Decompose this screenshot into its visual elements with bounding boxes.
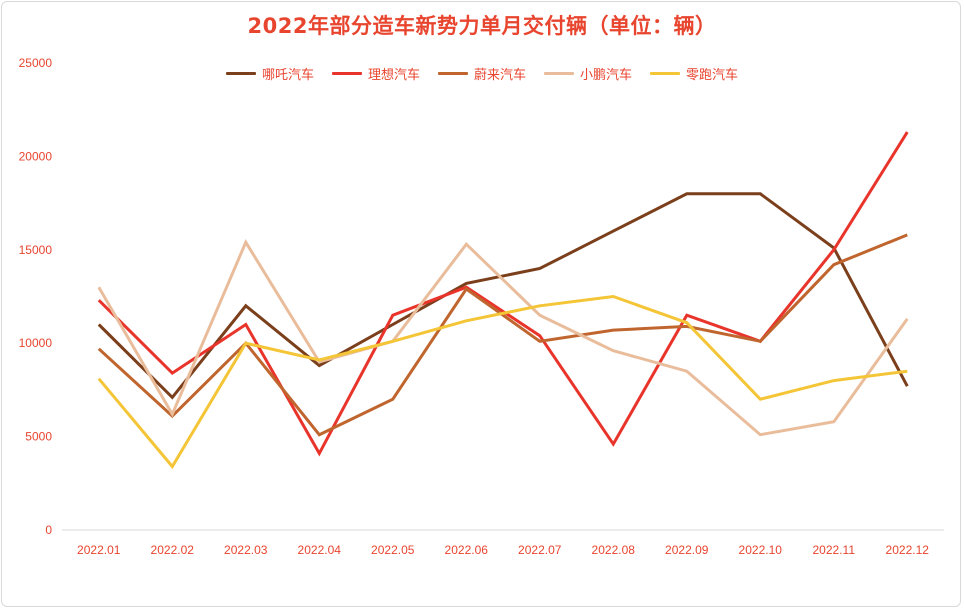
x-tick-label: 2022.01 — [77, 543, 121, 557]
legend-item-1: 理想汽车 — [331, 64, 420, 83]
x-tick-label: 2022.07 — [518, 543, 562, 557]
x-tick-label: 2022.04 — [298, 543, 342, 557]
x-tick-label: 2022.12 — [886, 543, 930, 557]
x-tick-label: 2022.08 — [592, 543, 636, 557]
x-tick-label: 2022.03 — [224, 543, 268, 557]
x-tick-label: 2022.11 — [813, 543, 856, 557]
series-line-3 — [97, 239, 909, 437]
series-line-4 — [97, 294, 908, 470]
chart-legend: 哪吒汽车 理想汽车 蔚来汽车 小鹏汽车 零跑汽车 — [0, 64, 964, 83]
series-line-2 — [97, 233, 908, 437]
y-tick-label: 15000 — [19, 243, 53, 257]
legend-item-2: 蔚来汽车 — [437, 64, 526, 83]
legend-label: 哪吒汽车 — [261, 68, 314, 83]
legend-swatch — [437, 72, 468, 75]
x-tick-label: 2022.09 — [665, 543, 709, 557]
y-tick-label: 5000 — [25, 430, 52, 444]
series-line-1 — [97, 131, 909, 457]
series-line-0 — [97, 192, 909, 400]
legend-swatch — [331, 72, 362, 75]
y-tick-label: 0 — [45, 523, 52, 537]
y-tick-label: 25000 — [19, 56, 53, 70]
y-tick-label: 10000 — [19, 336, 53, 350]
x-tick-label: 2022.02 — [151, 543, 195, 557]
x-tick-label: 2022.10 — [739, 543, 783, 557]
x-tick-label: 2022.06 — [445, 543, 489, 557]
legend-swatch — [650, 72, 681, 75]
legend-label: 蔚来汽车 — [473, 68, 526, 83]
legend-swatch — [544, 72, 574, 75]
legend-label: 零跑汽车 — [686, 68, 739, 83]
x-tick-label: 2022.05 — [371, 543, 415, 557]
chart-title: 2022年部分造车新势力单月交付辆（单位：辆） — [247, 14, 717, 38]
legend-item-4: 零跑汽车 — [650, 64, 738, 83]
legend-swatch — [225, 72, 256, 75]
legend-label: 理想汽车 — [367, 68, 420, 83]
y-tick-label: 20000 — [19, 149, 53, 163]
legend-item-0: 哪吒汽车 — [225, 64, 314, 83]
legend-label: 小鹏汽车 — [580, 68, 633, 83]
legend-item-3: 小鹏汽车 — [544, 64, 632, 83]
